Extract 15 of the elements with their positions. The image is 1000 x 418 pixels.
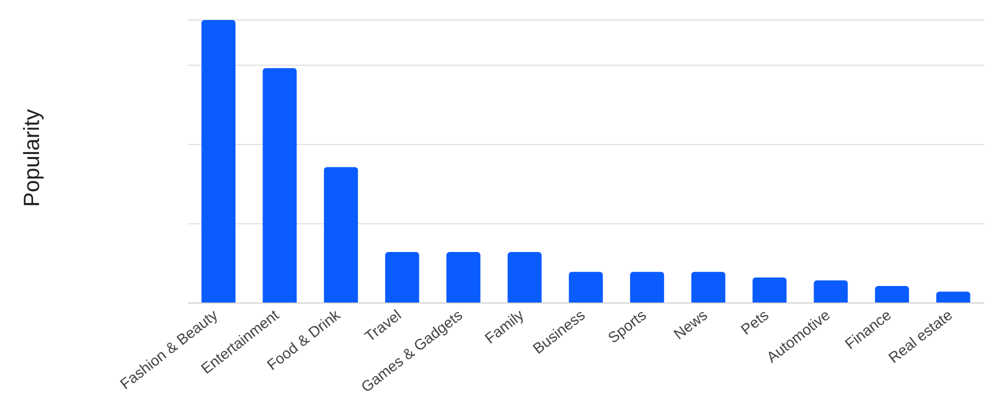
bar	[630, 272, 664, 303]
bar	[201, 20, 236, 303]
bar	[262, 68, 297, 303]
bar	[752, 278, 787, 303]
bar	[568, 272, 603, 303]
bar	[446, 252, 480, 303]
x-tick-label: Pets	[738, 306, 772, 339]
bar	[324, 167, 358, 303]
bar	[508, 252, 542, 303]
bar	[936, 292, 970, 303]
bar	[691, 272, 726, 303]
bar	[875, 286, 910, 303]
bar	[814, 280, 848, 303]
bar	[385, 252, 420, 303]
y-axis-title: Popularity	[19, 109, 45, 207]
